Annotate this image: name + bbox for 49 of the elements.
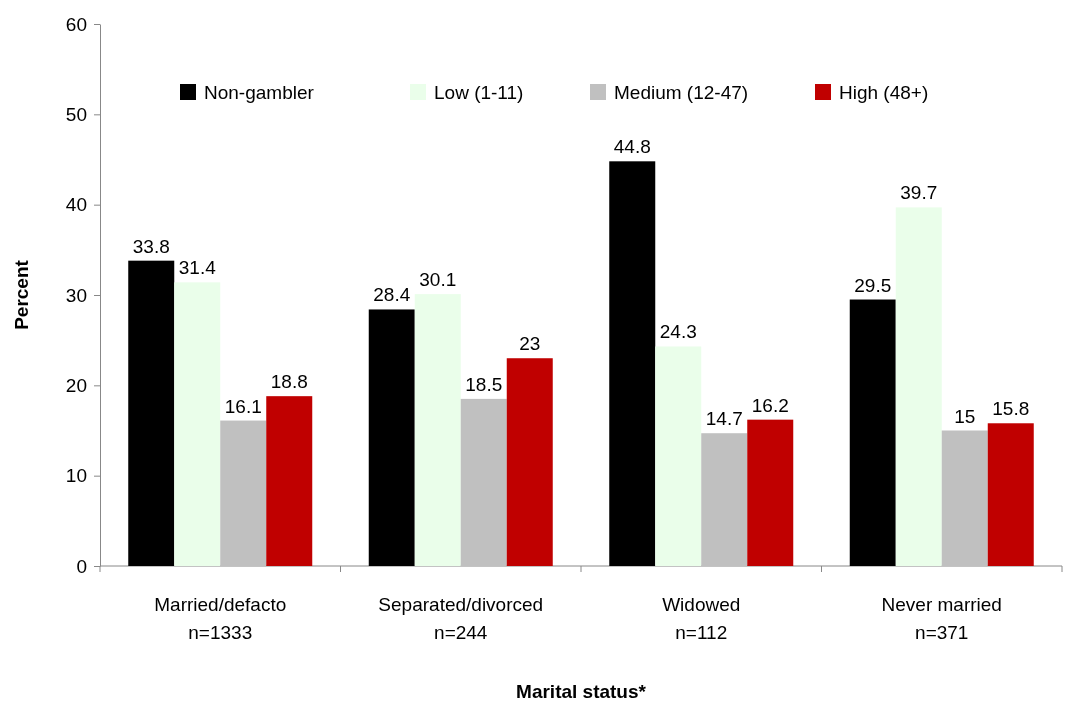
data-label: 16.2 xyxy=(751,394,789,416)
bar xyxy=(368,309,415,566)
bar xyxy=(747,419,794,566)
data-label: 16.1 xyxy=(224,395,262,417)
bar xyxy=(655,346,702,566)
bar xyxy=(987,423,1034,566)
x-tick-label: Separated/divorced n=244 xyxy=(378,594,544,643)
x-axis-title: Marital status* xyxy=(516,681,647,702)
y-tick-label: 10 xyxy=(65,465,87,487)
y-tick-label: 60 xyxy=(65,13,87,35)
x-tick-label: Widowed n=112 xyxy=(662,594,741,643)
bar xyxy=(701,433,748,566)
y-tick-label: 0 xyxy=(76,555,87,577)
bar xyxy=(609,161,656,566)
legend-label: High (48+) xyxy=(839,82,929,103)
data-label: 18.8 xyxy=(270,371,308,393)
bar xyxy=(174,282,221,566)
bar xyxy=(460,398,507,566)
y-tick-label: 50 xyxy=(65,103,87,125)
y-tick-label: 30 xyxy=(65,284,87,306)
data-label: 39.7 xyxy=(900,182,938,204)
data-label: 18.5 xyxy=(465,373,503,395)
data-label: 28.4 xyxy=(373,284,411,306)
data-label: 29.5 xyxy=(854,274,892,296)
data-label: 14.7 xyxy=(705,408,743,430)
bar xyxy=(128,260,175,566)
y-tick-label: 40 xyxy=(65,194,87,216)
bar xyxy=(506,358,553,566)
x-tick-label: Never married n=371 xyxy=(881,594,1002,643)
bar xyxy=(849,299,896,566)
data-label: 44.8 xyxy=(613,136,651,158)
data-label: 33.8 xyxy=(132,235,170,257)
data-label: 23 xyxy=(519,333,541,355)
legend-label: Medium (12-47) xyxy=(614,82,749,103)
bar xyxy=(266,396,313,566)
data-label: 30.1 xyxy=(419,269,457,291)
bar xyxy=(895,207,942,566)
y-tick-label: 20 xyxy=(65,374,87,396)
x-tick-label: Married/defacto n=1333 xyxy=(154,594,287,643)
y-axis-title: Percent xyxy=(11,259,32,330)
data-label: 15 xyxy=(954,405,976,427)
bar xyxy=(941,430,988,566)
data-label: 15.8 xyxy=(992,398,1030,420)
legend-label: Non-gambler xyxy=(204,82,315,103)
data-label: 24.3 xyxy=(659,321,697,343)
legend-label: Low (1-11) xyxy=(434,82,524,103)
data-label: 31.4 xyxy=(178,257,217,279)
bar xyxy=(414,294,461,566)
bar xyxy=(220,420,267,566)
